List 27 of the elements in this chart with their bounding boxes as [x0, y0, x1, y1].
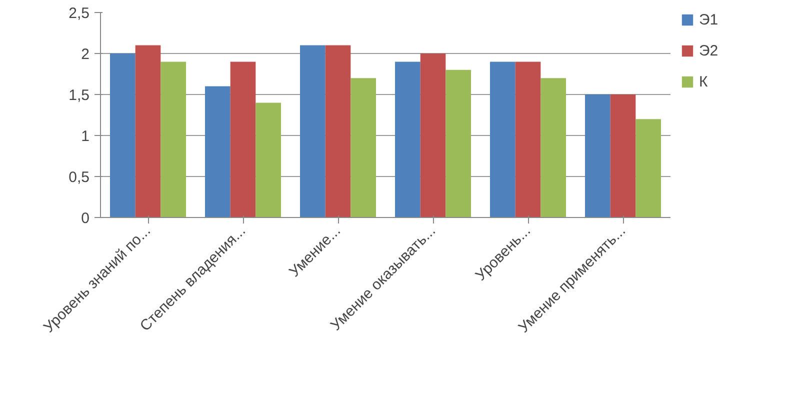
y-tick-label: 2,5: [68, 5, 90, 22]
bar: [585, 94, 610, 218]
bar: [610, 94, 636, 218]
bar: [636, 119, 661, 218]
bar: [205, 86, 230, 218]
bar: [300, 45, 326, 218]
bar: [515, 62, 541, 218]
y-tick-label: 2: [81, 46, 90, 63]
legend-label: Э2: [699, 42, 719, 59]
legend-label: К: [699, 73, 709, 90]
bar: [540, 78, 566, 218]
bar: [490, 62, 516, 218]
bar: [420, 54, 446, 218]
y-tick-label: 1,5: [68, 87, 90, 104]
bar: [110, 54, 136, 218]
y-tick-label: 0,5: [68, 169, 90, 186]
bar: [325, 45, 351, 218]
y-tick-label: 1: [81, 128, 90, 145]
bar: [230, 62, 256, 218]
bar: [256, 102, 281, 218]
legend-label: Э1: [699, 11, 719, 28]
bar: [160, 62, 186, 218]
bar: [395, 62, 420, 218]
bar: [350, 78, 376, 218]
bar: [446, 70, 471, 218]
y-tick-label: 0: [81, 210, 90, 227]
bar: [135, 45, 161, 218]
